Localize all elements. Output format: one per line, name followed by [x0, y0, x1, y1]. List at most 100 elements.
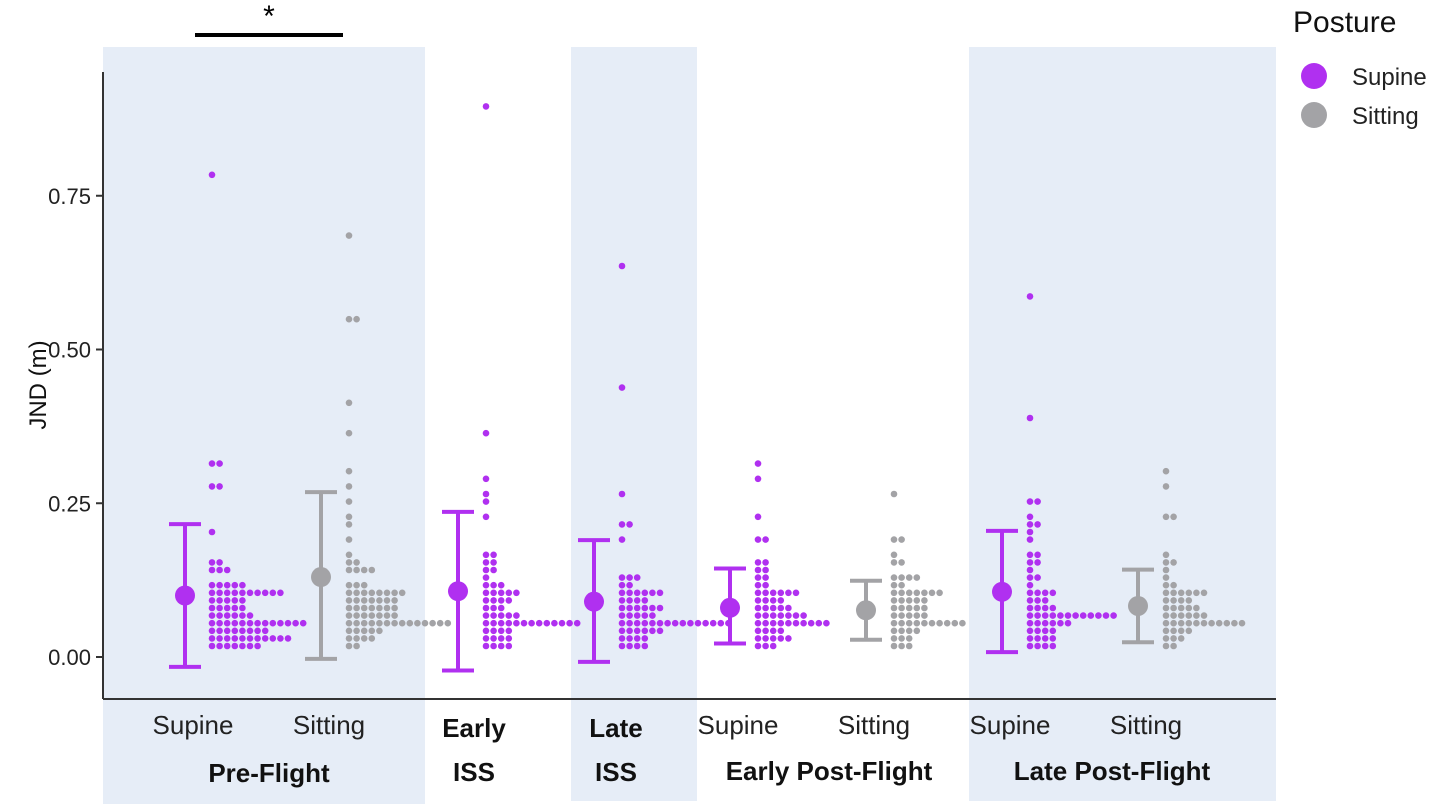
- data-point: [353, 604, 360, 612]
- legend: Posture Supine Sitting: [1293, 6, 1427, 130]
- data-point: [671, 619, 679, 627]
- data-point: [641, 627, 649, 635]
- data-point: [800, 612, 807, 619]
- data-point: [353, 627, 360, 635]
- data-point: [777, 597, 785, 604]
- data-point: [709, 619, 717, 627]
- data-point: [641, 619, 649, 627]
- data-point: [216, 581, 223, 589]
- data-point: [208, 559, 216, 566]
- data-point: [754, 635, 762, 642]
- data-point: [368, 604, 376, 612]
- data-point: [649, 627, 656, 635]
- data-point: [1064, 612, 1072, 619]
- data-point: [754, 566, 762, 574]
- data-point: [785, 612, 792, 619]
- data-point: [490, 642, 497, 650]
- data-point: [208, 597, 216, 604]
- data-point: [1034, 574, 1041, 581]
- data-point: [890, 559, 898, 566]
- data-point: [345, 498, 353, 505]
- data-point: [1026, 604, 1034, 612]
- data-point: [898, 589, 905, 597]
- data-point: [1200, 619, 1208, 627]
- data-point: [490, 559, 497, 566]
- data-point: [376, 627, 383, 635]
- data-point: [1026, 642, 1034, 650]
- data-point: [345, 612, 353, 619]
- data-point: [618, 597, 626, 604]
- group-late-post-flight-sitting: [1122, 467, 1246, 650]
- data-point: [1049, 619, 1057, 627]
- data-point: [754, 475, 762, 483]
- data-point: [754, 612, 762, 619]
- data-point: [223, 627, 231, 635]
- y-axis: 0.00 0.25 0.50 0.75 JND (m): [25, 72, 1276, 700]
- data-point: [261, 619, 269, 627]
- data-point: [1162, 483, 1170, 490]
- mean-point: [448, 581, 468, 602]
- data-point: [762, 559, 769, 566]
- data-point: [890, 612, 898, 619]
- data-point: [1185, 619, 1193, 627]
- data-point: [762, 627, 769, 635]
- data-point: [223, 619, 231, 627]
- data-point: [762, 642, 769, 650]
- data-point: [1177, 619, 1185, 627]
- group-late-iss-supine: [578, 262, 732, 664]
- data-point: [626, 521, 633, 528]
- data-point: [482, 581, 490, 589]
- data-point: [482, 574, 490, 581]
- data-point: [898, 627, 905, 635]
- data-point: [1193, 589, 1200, 597]
- mean-point: [992, 581, 1012, 602]
- data-point: [360, 635, 368, 642]
- data-point: [490, 566, 497, 574]
- data-point: [376, 619, 383, 627]
- data-point: [239, 589, 246, 597]
- data-point: [1026, 597, 1034, 604]
- data-point: [246, 627, 254, 635]
- data-point: [345, 635, 353, 642]
- data-point: [353, 642, 360, 650]
- data-point: [633, 642, 641, 650]
- data-point: [1162, 604, 1170, 612]
- data-point: [368, 597, 376, 604]
- data-point: [785, 604, 792, 612]
- data-point: [261, 635, 269, 642]
- data-point: [216, 627, 223, 635]
- data-point: [482, 103, 490, 110]
- mean-point: [175, 585, 195, 606]
- data-point: [505, 635, 513, 642]
- data-point: [345, 429, 353, 437]
- data-point: [641, 642, 649, 650]
- data-point: [345, 521, 353, 528]
- data-point: [626, 635, 633, 642]
- phase-band-late-iss: [571, 47, 697, 801]
- data-point: [254, 635, 261, 642]
- data-point: [391, 589, 398, 597]
- data-point: [208, 627, 216, 635]
- data-point: [1170, 619, 1177, 627]
- data-point: [1231, 619, 1238, 627]
- data-point: [277, 589, 284, 597]
- data-point: [913, 612, 921, 619]
- data-point: [376, 604, 383, 612]
- data-point: [1238, 619, 1246, 627]
- data-point: [951, 619, 959, 627]
- data-point: [239, 581, 246, 589]
- data-point: [890, 574, 898, 581]
- data-point: [345, 566, 353, 574]
- data-point: [1193, 619, 1200, 627]
- data-point: [694, 619, 702, 627]
- data-point: [208, 460, 216, 467]
- data-point: [376, 589, 383, 597]
- data-point: [208, 604, 216, 612]
- data-point: [360, 604, 368, 612]
- data-point: [208, 566, 216, 574]
- data-point: [482, 566, 490, 574]
- data-point: [216, 589, 223, 597]
- data-point: [1208, 619, 1215, 627]
- data-point: [1049, 612, 1057, 619]
- data-point: [345, 232, 353, 239]
